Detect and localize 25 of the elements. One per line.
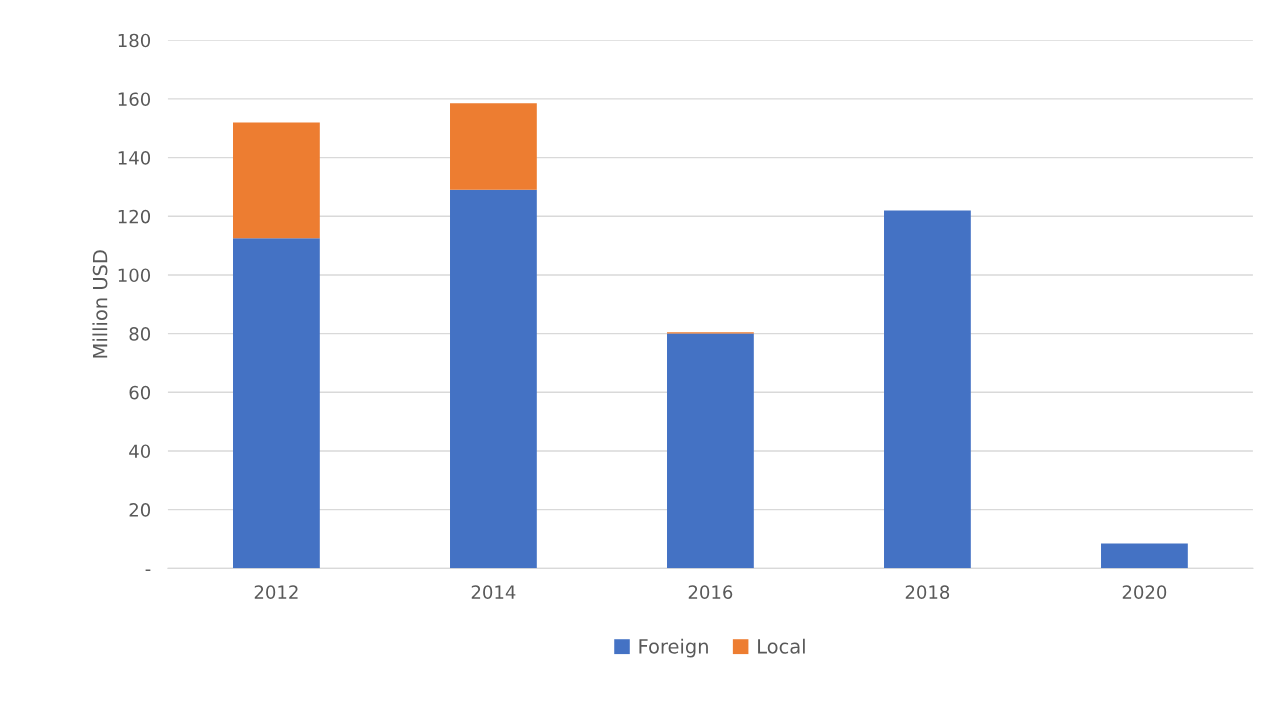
- y-tick-label: 120: [118, 209, 151, 224]
- x-tick-label: 2018: [905, 585, 950, 599]
- bar: [450, 189, 537, 569]
- y-tick-label: 140: [118, 151, 151, 165]
- x-tick-label: 2012: [254, 585, 298, 599]
- y-tick-label: 20: [129, 503, 151, 517]
- y-tick-label: 180: [118, 33, 151, 48]
- y-tick-label: 40: [129, 444, 151, 459]
- bar: [450, 103, 537, 190]
- x-tick-label: 2016: [688, 585, 733, 599]
- y-tick-label: 80: [129, 327, 151, 341]
- y-tick-label: 160: [118, 92, 151, 107]
- y-tick-label: -: [145, 569, 151, 571]
- bar: [1101, 543, 1188, 569]
- y-tick-label: 60: [129, 385, 151, 400]
- bar: [233, 122, 320, 239]
- bar: [667, 333, 754, 569]
- legend-label: Local: [758, 638, 805, 654]
- y-tick-label: 100: [118, 268, 151, 283]
- legend-label: Foreign: [639, 638, 708, 658]
- x-tick-label: 2014: [471, 585, 516, 599]
- y-axis-title: Million USD: [92, 250, 108, 358]
- x-tick-label: 2020: [1122, 585, 1167, 599]
- bar: [233, 238, 320, 569]
- bar: [884, 210, 971, 569]
